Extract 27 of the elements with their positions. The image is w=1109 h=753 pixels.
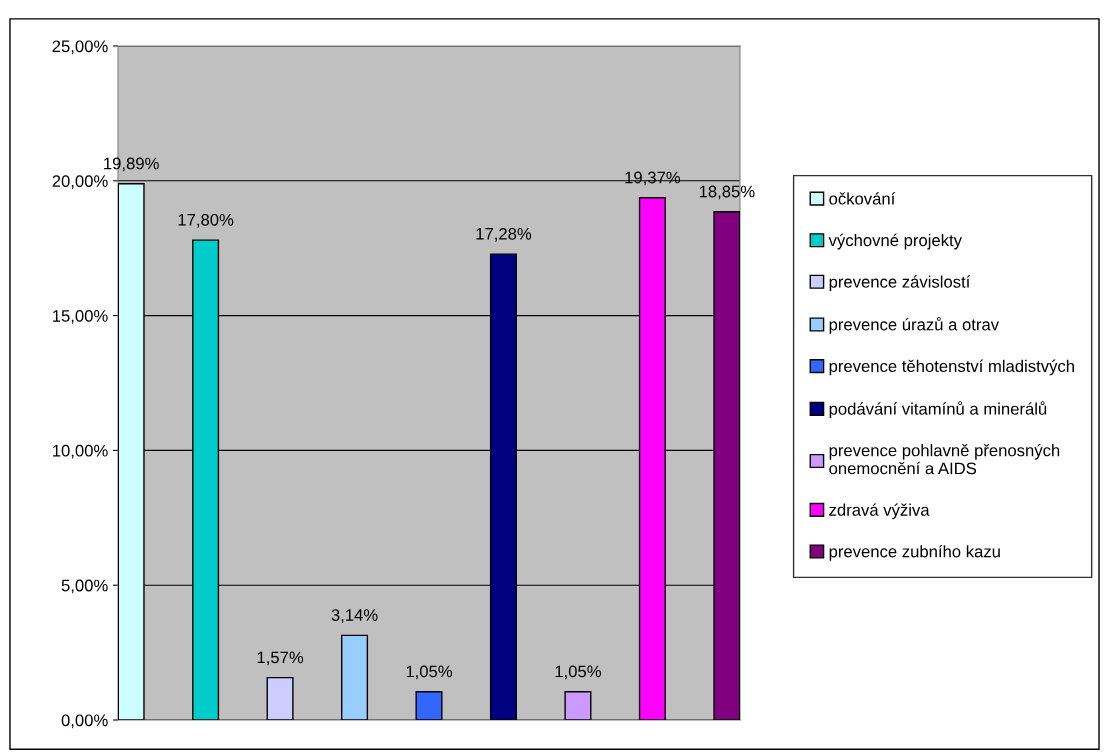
y-tick-label: 15,00%	[53, 310, 108, 324]
bar	[415, 690, 443, 720]
data-label: 19,89%	[104, 157, 159, 172]
legend-label: prevence pohlavně přenosných onemocnění a AIDS	[829, 443, 1060, 475]
bar	[266, 676, 294, 720]
legend-label: prevence úrazů a otrav	[829, 316, 1000, 334]
y-tick-label: 25,00%	[52, 40, 108, 55]
bar	[564, 690, 592, 720]
legend-label: prevence závislostí	[829, 275, 971, 292]
legend-label: zdravá výživa	[829, 503, 930, 520]
legend-label: výchovné projekty	[828, 233, 962, 250]
y-tick-label: 0,00%	[61, 714, 108, 729]
y-tick-label: 20,00%	[52, 175, 108, 189]
bar	[341, 634, 369, 720]
data-label: 1,05%	[555, 665, 601, 680]
legend-label: podávání vitamínů a minerálů	[829, 401, 1047, 419]
data-label: 17,28%	[476, 227, 532, 242]
data-label: 1,05%	[406, 665, 453, 680]
y-tick-label: 5,00%	[61, 579, 108, 594]
legend-label: očkování	[829, 192, 896, 205]
data-label: 1,57%	[257, 651, 304, 666]
data-label: 17,80%	[178, 213, 234, 228]
data-label: 3,14%	[331, 609, 378, 623]
data-label: 18,85%	[699, 185, 755, 200]
legend-label: prevence těhotenství mladistvých	[829, 359, 1074, 376]
y-tick-label: 10,00%	[53, 444, 108, 459]
legend-label: prevence zubního kazu	[829, 544, 1000, 561]
